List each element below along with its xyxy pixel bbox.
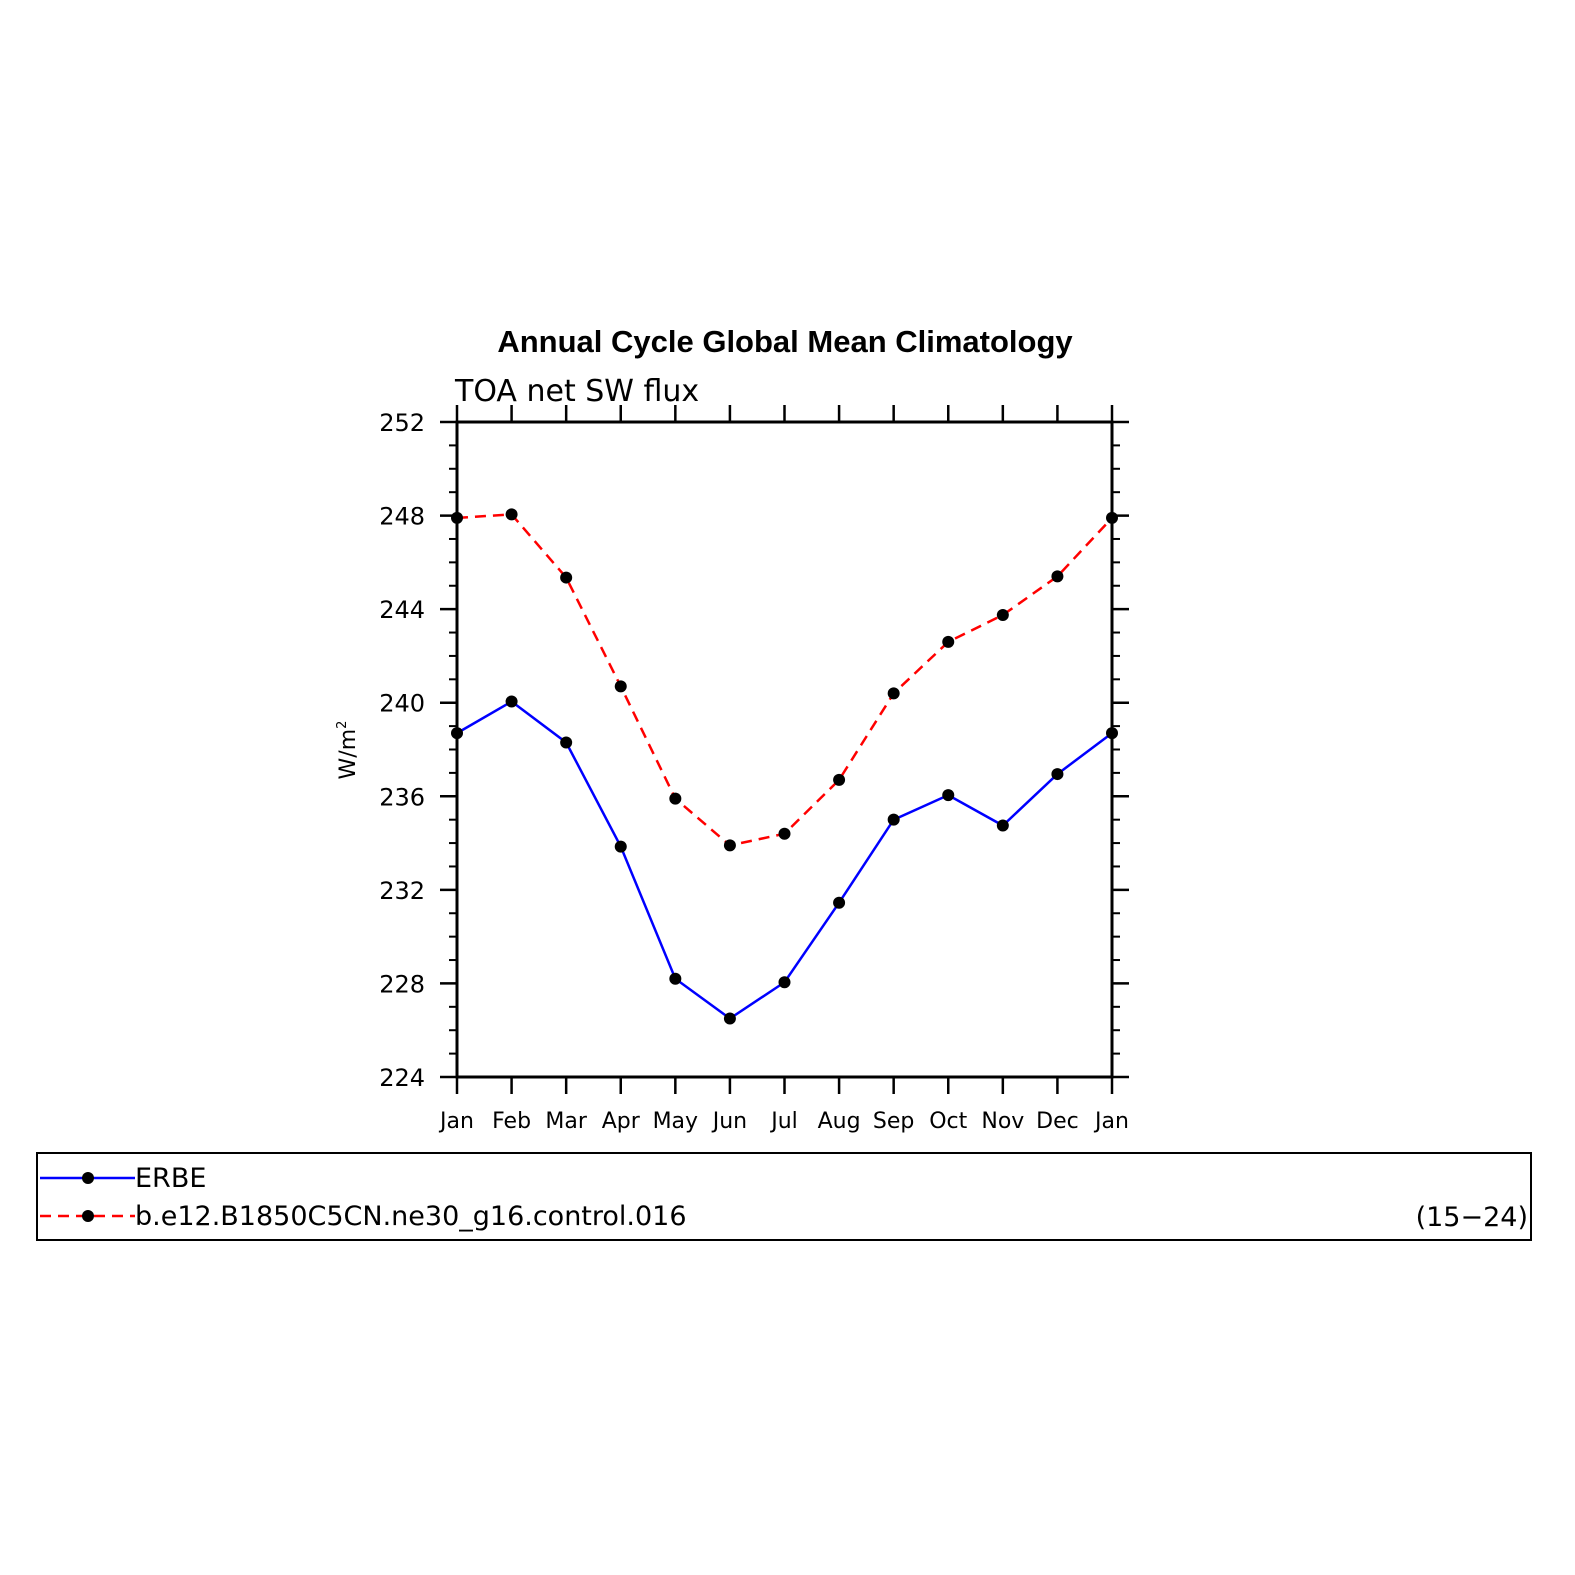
x-tick-label: Apr <box>602 1109 641 1134</box>
legend: ERBE b.e12.B1850C5CN.ne30_g16.control.016 <box>40 1163 687 1232</box>
legend-swatch-marker <box>82 1172 94 1184</box>
y-tick-label: 244 <box>379 596 425 624</box>
y-tick-label: 236 <box>379 783 425 811</box>
x-tick-label: Oct <box>929 1109 967 1134</box>
data-point <box>942 789 955 802</box>
series-line-0 <box>456 700 1113 1021</box>
data-point <box>778 976 791 989</box>
x-tick-label: Aug <box>818 1109 861 1134</box>
data-point <box>887 813 900 826</box>
chart-title: Annual Cycle Global Mean Climatology <box>497 324 1073 359</box>
data-point <box>1051 570 1064 583</box>
x-tick-label: Jul <box>769 1109 798 1134</box>
y-tick-label: 224 <box>379 1064 425 1092</box>
x-tick-label: Dec <box>1036 1109 1079 1134</box>
data-point <box>505 508 518 521</box>
x-tick-label: Nov <box>981 1109 1024 1134</box>
y-axis-label: W/m2 <box>335 721 361 780</box>
data-point <box>1106 511 1118 524</box>
x-tick-label: Mar <box>545 1109 587 1134</box>
data-point <box>1051 768 1064 781</box>
data-point <box>942 635 955 648</box>
data-point <box>451 511 463 524</box>
x-tick-label: Sep <box>873 1109 914 1134</box>
y-tick-label: 228 <box>379 970 425 998</box>
data-point <box>778 827 791 840</box>
chart-subtitle: TOA net SW flux <box>454 374 699 409</box>
data-point <box>996 819 1009 832</box>
x-tick-label: May <box>653 1109 698 1134</box>
legend-box <box>36 1152 1532 1241</box>
data-point <box>614 840 627 853</box>
y-tick-label: 252 <box>379 409 425 437</box>
x-tick-label: Jan <box>1093 1109 1129 1134</box>
data-point <box>560 736 573 749</box>
data-point <box>723 1012 736 1025</box>
plot-axes: 224 228 232 236 240 244 248 252 Jan Feb Mar Apr May J… <box>379 405 1129 1134</box>
data-point <box>560 571 573 584</box>
data-point <box>996 608 1009 621</box>
data-point <box>614 680 627 693</box>
data-point <box>451 727 463 740</box>
x-tick-label: Feb <box>492 1109 531 1134</box>
data-point <box>669 972 682 985</box>
y-tick-label: 240 <box>379 690 425 718</box>
legend-label: b.e12.B1850C5CN.ne30_g16.control.016 <box>135 1201 687 1232</box>
x-tick-label: Jan <box>438 1109 474 1134</box>
x-tick-label: Jun <box>711 1109 747 1134</box>
data-point <box>887 687 900 700</box>
legend-label: ERBE <box>135 1163 206 1194</box>
data-point <box>833 896 846 909</box>
y-tick-label: 232 <box>379 877 425 905</box>
series-layer <box>451 508 1118 1025</box>
data-point <box>505 695 518 708</box>
data-point <box>1106 727 1118 740</box>
y-tick-label: 248 <box>379 503 425 531</box>
legend-swatch-marker <box>82 1210 94 1222</box>
data-point <box>833 773 846 786</box>
series-line-1 <box>456 513 1113 847</box>
data-point <box>723 839 736 852</box>
legend-annotation: (15−24) <box>1416 1202 1528 1233</box>
data-point <box>669 792 682 805</box>
